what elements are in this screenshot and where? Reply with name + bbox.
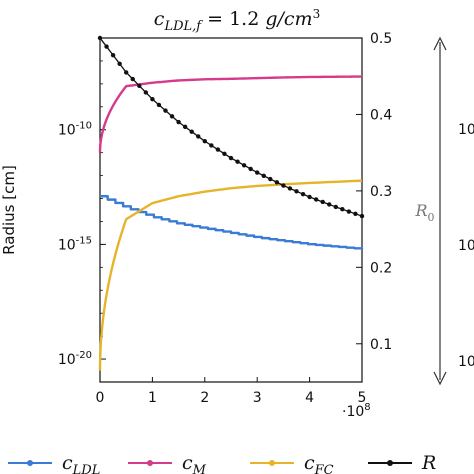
data-point (110, 53, 116, 58)
right-axis-label: R0 (414, 201, 434, 224)
data-point (235, 159, 240, 164)
data-point (202, 139, 207, 144)
series-c-m (98, 75, 363, 153)
data-point (117, 61, 122, 66)
data-point (150, 96, 155, 102)
legend-swatch-marker (387, 460, 393, 466)
legend-swatch-marker (147, 460, 153, 466)
data-point (176, 119, 181, 125)
far-right-fragment-2: 10 (458, 238, 474, 254)
right-tick-label: 0.3 (370, 184, 392, 200)
data-point (274, 180, 280, 185)
data-point (300, 191, 306, 197)
data-point (163, 108, 168, 113)
data-point (287, 186, 293, 191)
data-point (359, 213, 365, 219)
data-point (268, 176, 273, 182)
data-point (182, 124, 188, 130)
legend-label: R (421, 452, 436, 474)
legend: cLDL cM cFC R (8, 452, 436, 474)
data-point (255, 170, 260, 175)
series-layer (97, 35, 365, 371)
legend-item: R (368, 452, 436, 474)
series-line (100, 195, 364, 250)
left-tick-label: 10-20 (58, 350, 92, 368)
data-point (353, 211, 358, 217)
x-tick-label: 1 (148, 390, 157, 406)
data-point (327, 202, 332, 207)
data-point (261, 173, 266, 178)
x-tick-label: 3 (253, 390, 262, 406)
data-point (241, 163, 247, 168)
legend-label: cFC (304, 452, 334, 474)
data-point (97, 35, 103, 41)
chart-title: cLDL,f = 1.2 g/cm3 (154, 7, 320, 34)
data-point (156, 102, 162, 108)
series-r (97, 35, 365, 219)
data-point (104, 44, 109, 49)
data-point (124, 70, 129, 75)
far-right-fragment-3: 10 (458, 354, 474, 370)
far-right-arrow-top (433, 36, 447, 51)
data-point (307, 194, 312, 200)
data-point (143, 90, 149, 95)
right-tick-label: 0.2 (370, 260, 392, 276)
x-multiplier: ·108 (342, 402, 371, 420)
x-tick-label: 5 (358, 390, 367, 406)
data-point (137, 83, 142, 88)
right-tick-label: 0.4 (370, 107, 392, 123)
data-point (333, 204, 338, 210)
legend-item: cM (128, 452, 207, 474)
data-point (130, 76, 135, 82)
data-point (248, 166, 253, 172)
data-point (189, 129, 194, 134)
plot-frame (99, 37, 363, 383)
far-right-arrow-bottom (433, 371, 447, 386)
axes-layer: 0 1 2 3 4 5 10-10 10-15 10-20 0.1 0.2 0.3 0.4 0.5 (58, 31, 393, 406)
series-line (98, 75, 363, 153)
data-point (222, 151, 227, 157)
series-c-ldl (100, 195, 364, 250)
data-point (209, 143, 214, 148)
data-point (346, 209, 352, 214)
far-right-fragment-1: 10 (458, 122, 474, 138)
legend-swatch-marker (27, 460, 33, 466)
legend-label: cLDL (62, 452, 100, 474)
data-point (320, 199, 325, 205)
legend-item: cLDL (8, 452, 100, 474)
data-point (313, 197, 319, 202)
legend-label: cM (182, 452, 207, 474)
legend-item: cFC (250, 452, 334, 474)
x-tick-label: 2 (200, 390, 209, 406)
data-point (228, 155, 234, 161)
data-point (169, 114, 175, 119)
data-point (281, 183, 286, 188)
right-tick-label: 0.1 (370, 337, 392, 353)
data-point (340, 207, 345, 212)
data-point (294, 189, 299, 194)
data-point (215, 147, 221, 152)
right-tick-label: 0.5 (370, 31, 392, 47)
data-point (196, 134, 201, 139)
x-tick-label: 0 (96, 390, 105, 406)
left-tick-label: 10-15 (58, 235, 92, 253)
x-tick-label: 4 (305, 390, 314, 406)
legend-swatch-marker (269, 460, 275, 466)
left-axis-label: Radius [cm] (0, 165, 18, 255)
left-tick-label: 10-10 (58, 121, 92, 139)
